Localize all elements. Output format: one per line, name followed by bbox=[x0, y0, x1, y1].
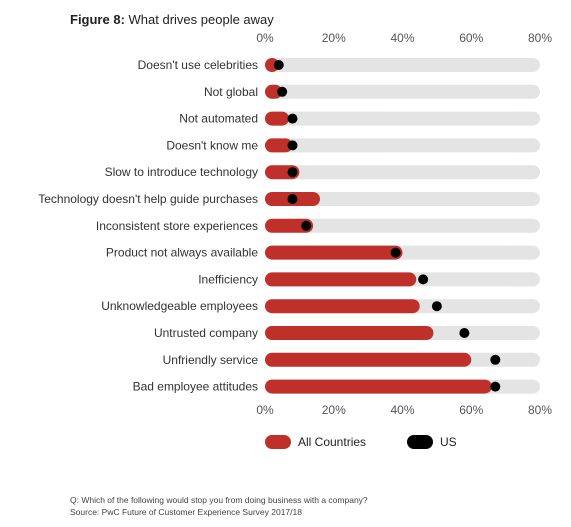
bar-all-countries bbox=[265, 245, 403, 260]
chart-title: Figure 8: What drives people away bbox=[70, 12, 274, 27]
figure-number: Figure 8: bbox=[70, 12, 125, 27]
us-dot bbox=[490, 381, 501, 392]
bar-all-countries bbox=[265, 111, 290, 126]
us-dot bbox=[431, 301, 442, 312]
category-label: Doesn't know me bbox=[166, 138, 258, 152]
x-tick-label-bottom: 20% bbox=[322, 403, 346, 417]
bar-track bbox=[265, 218, 540, 233]
x-tick-label-bottom: 60% bbox=[459, 403, 483, 417]
bar-all-countries bbox=[265, 379, 492, 394]
figure-title-text: What drives people away bbox=[128, 12, 274, 27]
x-tick-label-top: 0% bbox=[256, 31, 274, 45]
us-dot bbox=[301, 220, 312, 231]
category-label: Bad employee attitudes bbox=[133, 380, 258, 394]
bar-all-countries bbox=[265, 138, 293, 153]
legend-label-us: US bbox=[440, 435, 457, 449]
legend-label-all-countries: All Countries bbox=[298, 435, 366, 449]
us-dot bbox=[459, 328, 470, 338]
x-tick-label-bottom: 40% bbox=[390, 403, 414, 417]
category-label: Not automated bbox=[179, 112, 258, 126]
us-dot bbox=[390, 247, 401, 258]
category-label: Product not always available bbox=[106, 246, 258, 260]
bar-track bbox=[265, 58, 540, 72]
bar-all-countries bbox=[265, 84, 283, 99]
us-dot bbox=[277, 86, 288, 97]
x-tick-label-top: 40% bbox=[390, 31, 414, 45]
footnote: Q: Which of the following would stop you… bbox=[70, 494, 368, 518]
us-dot bbox=[287, 194, 298, 204]
us-dot bbox=[273, 60, 284, 70]
bar-all-countries bbox=[265, 326, 434, 340]
bar-all-countries bbox=[265, 299, 420, 314]
legend-swatch-us bbox=[407, 435, 433, 449]
x-tick-label-top: 20% bbox=[322, 31, 346, 45]
legend-swatch-all-countries bbox=[265, 435, 291, 449]
category-label: Inconsistent store experiences bbox=[96, 219, 258, 233]
us-dot bbox=[490, 354, 501, 365]
x-tick-label-top: 60% bbox=[459, 31, 483, 45]
us-dot bbox=[287, 113, 298, 124]
category-label: Untrusted company bbox=[154, 326, 258, 340]
bar-track bbox=[265, 138, 540, 153]
source-note: Source: PwC Future of Customer Experienc… bbox=[70, 507, 302, 517]
bar-all-countries bbox=[265, 272, 417, 287]
category-label: Slow to introduce technology bbox=[105, 165, 258, 179]
us-dot bbox=[287, 140, 298, 151]
x-tick-label-bottom: 0% bbox=[256, 403, 274, 417]
bar-track bbox=[265, 111, 540, 126]
category-label: Unfriendly service bbox=[163, 353, 259, 367]
category-label: Unknowledgeable employees bbox=[101, 299, 258, 313]
category-label: Not global bbox=[204, 85, 258, 99]
bar-track bbox=[265, 84, 540, 99]
survey-question: Q: Which of the following would stop you… bbox=[70, 495, 368, 505]
bar-all-countries bbox=[265, 352, 472, 367]
bar-chart: 0% 0% 20% 20% 40% 40% 60% 60% 80% 80% Doesn't use … bbox=[38, 31, 552, 449]
bar-track bbox=[265, 165, 540, 180]
category-label: Technology doesn't help guide purchases bbox=[38, 192, 258, 206]
bar-all-countries bbox=[265, 218, 314, 233]
bar-track bbox=[265, 192, 540, 206]
category-label: Inefficiency bbox=[198, 272, 258, 286]
x-tick-label-bottom: 80% bbox=[528, 403, 552, 417]
us-dot bbox=[287, 167, 298, 178]
us-dot bbox=[418, 274, 429, 285]
x-tick-label-top: 80% bbox=[528, 31, 552, 45]
category-label: Doesn't use celebrities bbox=[138, 58, 258, 72]
